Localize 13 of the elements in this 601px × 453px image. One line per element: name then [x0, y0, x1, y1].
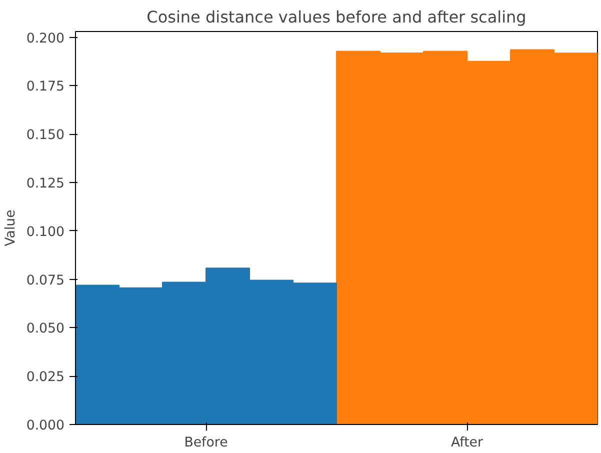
- y-tick-label: 0.175: [26, 80, 64, 95]
- y-tick-label: 0.075: [26, 273, 64, 288]
- y-tick-label: 0.125: [26, 176, 64, 192]
- chart-title: Cosine distance values before and after scaling: [146, 8, 526, 26]
- y-tick-label: 0.025: [26, 370, 64, 386]
- y-tick-label: 0.050: [26, 322, 64, 337]
- y-tick-label: 0.100: [26, 224, 64, 240]
- x-tick-label: After: [450, 436, 484, 450]
- y-tick-label: 0.200: [26, 31, 64, 46]
- y-axis-title: Value: [3, 210, 18, 246]
- x-tick-label: Before: [184, 436, 228, 450]
- y-tick-label: 0.150: [26, 128, 64, 144]
- y-tick-label: 0.000: [26, 418, 64, 434]
